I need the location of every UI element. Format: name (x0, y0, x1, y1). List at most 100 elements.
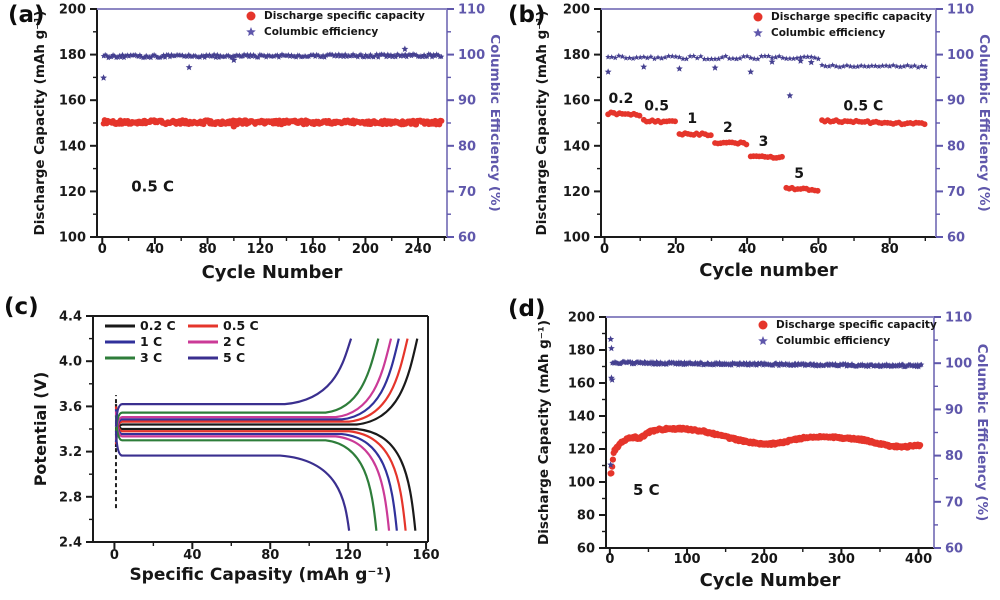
a-efficiency-point (315, 52, 322, 58)
b-efficiency-point (815, 55, 822, 62)
b-efficiency-point (751, 55, 758, 62)
d-y-tick-label: 90 (945, 403, 963, 418)
b-efficiency-point (740, 53, 747, 59)
a-efficiency-point (432, 53, 438, 59)
d-legend-capacity-label: Discharge specific capacity (776, 319, 937, 331)
b-efficiency-point (733, 56, 740, 62)
b-efficiency-point (812, 54, 818, 61)
d-y-tick-label: 200 (568, 311, 595, 326)
b-efficiency-point (676, 54, 683, 60)
b-efficiency-point (801, 53, 807, 60)
chart-b: 0 20 40 60 801001201401601802006070809010011… (534, 3, 992, 282)
d-x-tick-label: 400 (905, 552, 932, 567)
a-efficiency-point (200, 52, 206, 59)
b-y-tick-label: 200 (563, 3, 590, 18)
b-y-tick-label: 80 (947, 139, 965, 154)
chart-a: 0 40 80 120 160 200 240 100 120 140 160 180 200 60 70 8… (32, 3, 500, 284)
a-efficiency-point (391, 52, 397, 58)
b-efficiency-point (904, 62, 911, 68)
d-y-tick-label: 80 (577, 509, 595, 524)
a-efficiency-point (400, 53, 407, 59)
b-y-tick-label: 100 (947, 48, 974, 63)
a-efficiency-point (336, 51, 342, 57)
a-efficiency-outlier (100, 74, 107, 81)
a-y-tick-label: 180 (59, 48, 86, 63)
b-efficiency-point (833, 63, 840, 69)
a-efficiency-point (252, 53, 258, 59)
b-efficiency-point (697, 53, 704, 59)
chart-c: 0 40 80 120 160 2.4 2.8 3.2 3.6 4.0 4.4 Potential (… (31, 310, 440, 586)
b-efficiency-point (826, 63, 832, 69)
d-efficiency-point (745, 362, 752, 368)
b-efficiency-point (847, 63, 854, 69)
d-efficiency-point (883, 361, 890, 367)
b-y-tick-label: 120 (563, 185, 590, 200)
d-efficiency-point (711, 362, 717, 368)
b-x-tick-label: 20 (667, 242, 685, 257)
d-efficiency-point (639, 360, 646, 366)
a-efficiency-point (143, 52, 150, 59)
a-efficiency-point (204, 53, 211, 59)
d-legend-efficiency-label: Columbic efficiency (776, 335, 890, 347)
a-y-tick-label: 60 (458, 231, 476, 246)
a-annotation: 0.5 C (131, 177, 174, 195)
d-efficiency-point (685, 359, 691, 366)
b-efficiency-outlier (786, 92, 794, 99)
d-efficiency-point (747, 360, 753, 366)
d-efficiency-point (849, 361, 855, 367)
a-efficiency-point (165, 51, 172, 58)
a-y-right-axis-label: Columbic Efficiency (%) (487, 34, 500, 212)
b-rate-label: 5 (794, 166, 804, 182)
chart-d: 0 100 200 300 400 60 80 100 120 140 160 180 200 60 70 8… (536, 311, 990, 592)
c-y-axis-label: Potential (V) (31, 372, 50, 487)
b-efficiency-point (779, 54, 786, 61)
c-legend-curve-label: 3 C (140, 350, 162, 365)
a-y-tick-label: 70 (458, 185, 476, 200)
b-efficiency-point (858, 62, 864, 69)
b-efficiency-point (722, 53, 729, 59)
a-efficiency-point (283, 52, 290, 59)
b-efficiency-point (640, 54, 647, 60)
a-x-tick-label: 80 (198, 242, 216, 257)
b-efficiency-point (787, 55, 793, 62)
d-efficiency-point (714, 359, 720, 366)
a-efficiency-point (291, 53, 298, 59)
b-efficiency-point (883, 62, 889, 69)
a-y-tick-label: 200 (59, 3, 86, 18)
b-efficiency-point (715, 55, 722, 62)
a-x-tick-label: 160 (299, 242, 326, 257)
a-efficiency-point (421, 52, 427, 58)
d-y-tick-label: 100 (568, 476, 595, 491)
d-efficiency-point (786, 360, 792, 367)
a-x-tick-label: 120 (247, 242, 274, 257)
a-efficiency-point (271, 53, 277, 59)
d-efficiency-point (845, 361, 852, 367)
a-efficiency-point (151, 51, 157, 58)
a-efficiency-point (222, 53, 228, 60)
panel-d-label: (d) (508, 296, 546, 322)
b-efficiency-point (901, 63, 907, 69)
a-efficiency-point (197, 54, 203, 60)
a-efficiency-point (159, 53, 165, 60)
d-efficiency-point (657, 359, 664, 365)
a-efficiency-point (438, 53, 445, 60)
d-x-tick-label: 100 (673, 552, 700, 567)
a-efficiency-point (413, 52, 420, 58)
b-legend-efficiency-label: Columbic efficiency (771, 27, 885, 39)
b-efficiency-outlier (797, 57, 804, 64)
a-efficiency-point (370, 54, 377, 60)
a-efficiency-point (276, 54, 282, 60)
a-efficiency-point (386, 53, 393, 59)
b-efficiency-point (872, 63, 879, 69)
b-efficiency-point (879, 62, 886, 69)
a-efficiency-point (358, 51, 364, 57)
a-efficiency-point (110, 52, 116, 58)
d-efficiency-point (696, 361, 703, 368)
a-efficiency-point (372, 52, 378, 59)
d-legend-star-marker (758, 336, 768, 345)
b-y-tick-label: 90 (947, 94, 965, 109)
b-efficiency-point (915, 64, 921, 70)
b-efficiency-outlier (676, 65, 683, 72)
a-efficiency-point (313, 51, 320, 58)
a-legend-star-marker (246, 27, 256, 36)
